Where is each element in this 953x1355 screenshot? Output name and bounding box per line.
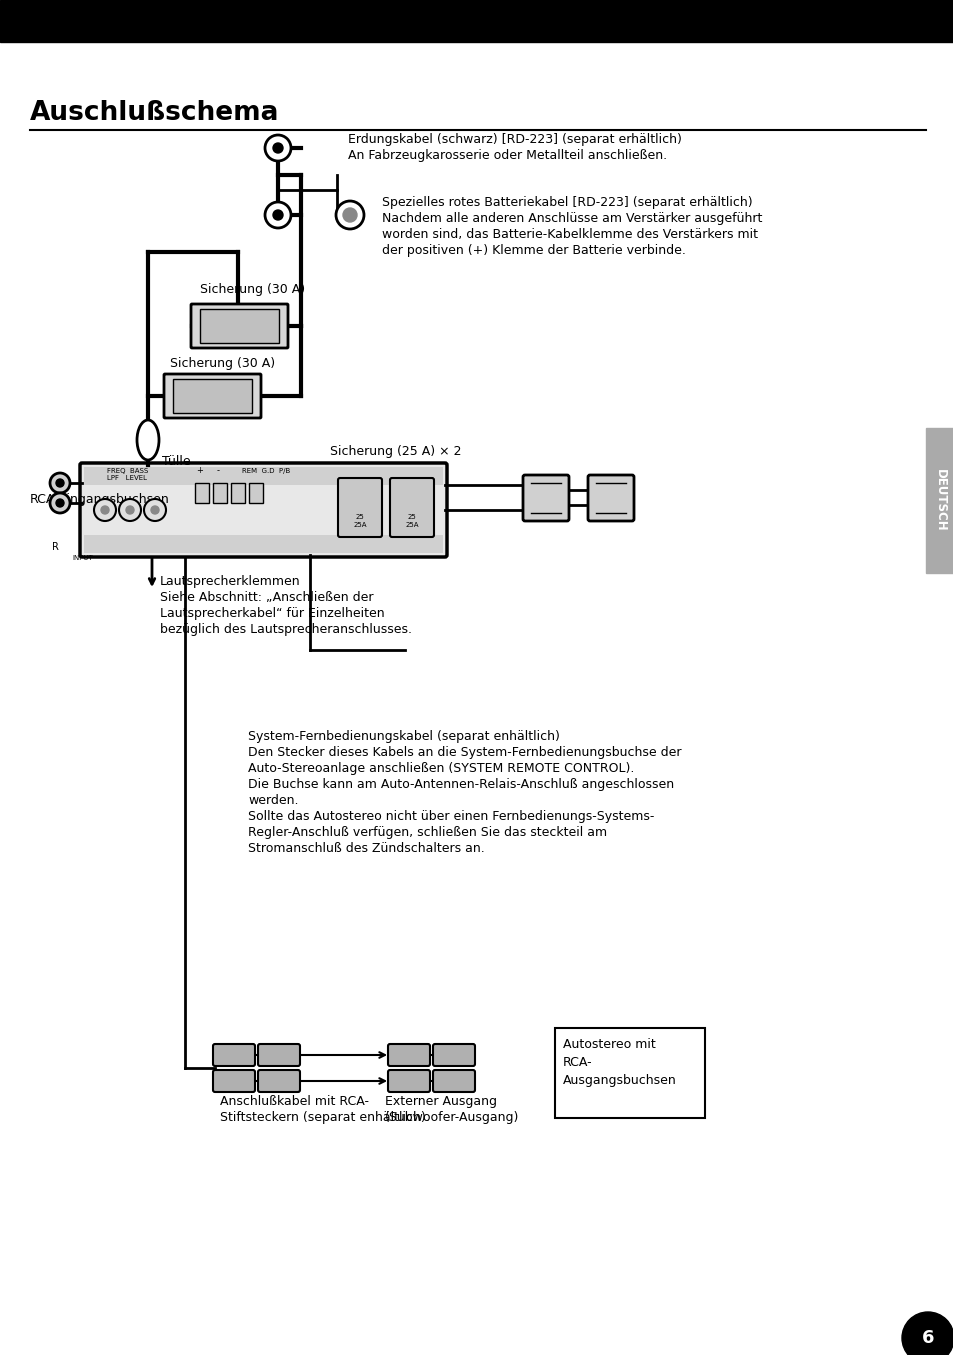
Circle shape	[50, 473, 70, 493]
Text: Ausgangsbuchsen: Ausgangsbuchsen	[562, 1075, 676, 1087]
Text: 25A: 25A	[353, 522, 366, 528]
Text: An Fabrzeugkarosserie oder Metallteil anschließen.: An Fabrzeugkarosserie oder Metallteil an…	[348, 149, 666, 163]
FancyBboxPatch shape	[388, 1043, 430, 1066]
Text: Regler-Anschluß verfügen, schließen Sie das steckteil am: Regler-Anschluß verfügen, schließen Sie …	[248, 827, 606, 839]
Circle shape	[101, 505, 109, 514]
Bar	[249, 482, 263, 503]
Circle shape	[144, 499, 166, 522]
Bar	[0, 0, 953, 42]
Text: REM  G.D  P/B: REM G.D P/B	[242, 467, 290, 474]
Circle shape	[343, 209, 356, 222]
Circle shape	[265, 202, 291, 228]
FancyBboxPatch shape	[587, 476, 634, 522]
Text: der positiven (+) Klemme der Batterie verbinde.: der positiven (+) Klemme der Batterie ve…	[381, 244, 685, 257]
Text: Auto-Stereoanlage anschließen (SYSTEM REMOTE CONTROL).: Auto-Stereoanlage anschließen (SYSTEM RE…	[248, 762, 634, 775]
Text: LPF   LEVEL: LPF LEVEL	[107, 476, 147, 481]
Bar	[555, 1028, 704, 1118]
Text: Erdungskabel (schwarz) [RD-223] (separat erhältlich): Erdungskabel (schwarz) [RD-223] (separat…	[348, 133, 681, 146]
Circle shape	[901, 1312, 953, 1355]
FancyBboxPatch shape	[164, 374, 261, 417]
FancyBboxPatch shape	[433, 1070, 475, 1092]
Circle shape	[56, 499, 64, 507]
Bar	[200, 309, 278, 343]
Bar	[84, 535, 442, 553]
Text: Lautsprecherkabel“ für Einzelheiten: Lautsprecherkabel“ für Einzelheiten	[160, 607, 384, 621]
Text: DEUTSCH: DEUTSCH	[933, 469, 945, 531]
Text: Siehe Abschnitt: „Anschließen der: Siehe Abschnitt: „Anschließen der	[160, 591, 374, 604]
Bar	[925, 428, 953, 573]
Text: worden sind, das Batterie-Kabelklemme des Verstärkers mit: worden sind, das Batterie-Kabelklemme de…	[381, 228, 758, 241]
FancyBboxPatch shape	[522, 476, 568, 522]
Text: FREQ  BASS: FREQ BASS	[107, 467, 148, 474]
Text: +     -: + -	[196, 466, 220, 476]
Text: Sollte das Autostereo nicht über einen Fernbedienungs-Systems-: Sollte das Autostereo nicht über einen F…	[248, 810, 654, 822]
Circle shape	[151, 505, 159, 514]
Text: werden.: werden.	[248, 794, 298, 808]
Text: 6: 6	[921, 1329, 933, 1347]
Text: Stromanschluß des Zündschalters an.: Stromanschluß des Zündschalters an.	[248, 841, 484, 855]
FancyBboxPatch shape	[213, 1070, 254, 1092]
Text: bezüglich des Lautsprecheranschlusses.: bezüglich des Lautsprecheranschlusses.	[160, 623, 412, 635]
Text: Tülle: Tülle	[162, 455, 191, 467]
Text: INPUT: INPUT	[71, 556, 92, 561]
Ellipse shape	[137, 420, 159, 459]
Circle shape	[56, 480, 64, 486]
Text: Anschlußkabel mit RCA-: Anschlußkabel mit RCA-	[220, 1095, 369, 1108]
Circle shape	[265, 136, 291, 161]
Text: Autostereo mit: Autostereo mit	[562, 1038, 655, 1051]
Text: Den Stecker dieses Kabels an die System-Fernbedienungsbuchse der: Den Stecker dieses Kabels an die System-…	[248, 747, 680, 759]
Text: 25A: 25A	[405, 522, 418, 528]
Circle shape	[50, 493, 70, 514]
Text: 25: 25	[355, 514, 364, 520]
FancyBboxPatch shape	[213, 1043, 254, 1066]
Circle shape	[126, 505, 133, 514]
Text: Sicherung (30 A): Sicherung (30 A)	[170, 356, 274, 370]
Text: Die Buchse kann am Auto-Antennen-Relais-Anschluß angeschlossen: Die Buchse kann am Auto-Antennen-Relais-…	[248, 778, 674, 791]
FancyBboxPatch shape	[191, 304, 288, 348]
Text: Nachdem alle anderen Anschlüsse am Verstärker ausgeführt: Nachdem alle anderen Anschlüsse am Verst…	[381, 211, 761, 225]
FancyBboxPatch shape	[257, 1043, 299, 1066]
FancyBboxPatch shape	[433, 1043, 475, 1066]
Bar	[213, 482, 227, 503]
Text: Sicherung (30 A): Sicherung (30 A)	[200, 283, 305, 295]
Text: RCA-Eingangsbuchsen: RCA-Eingangsbuchsen	[30, 493, 170, 507]
Bar	[84, 467, 442, 485]
Bar	[172, 379, 252, 413]
Bar	[231, 482, 245, 503]
Text: R: R	[52, 542, 59, 551]
Circle shape	[273, 144, 283, 153]
FancyBboxPatch shape	[80, 463, 447, 557]
Text: RCA-: RCA-	[562, 1056, 592, 1069]
Circle shape	[94, 499, 116, 522]
FancyBboxPatch shape	[390, 478, 434, 537]
Text: Lautsprecherklemmen: Lautsprecherklemmen	[160, 575, 300, 588]
FancyBboxPatch shape	[257, 1070, 299, 1092]
Text: System-Fernbedienungskabel (separat enhältlich): System-Fernbedienungskabel (separat enhä…	[248, 730, 559, 743]
Bar	[194, 482, 209, 503]
FancyBboxPatch shape	[337, 478, 381, 537]
Text: Sicherung (25 A) × 2: Sicherung (25 A) × 2	[330, 444, 461, 458]
FancyBboxPatch shape	[388, 1070, 430, 1092]
Circle shape	[119, 499, 141, 522]
Text: Spezielles rotes Batteriekabel [RD-223] (separat erhältlich): Spezielles rotes Batteriekabel [RD-223] …	[381, 196, 752, 209]
Text: Externer Ausgang: Externer Ausgang	[385, 1095, 497, 1108]
Text: 25: 25	[407, 514, 416, 520]
Text: (Subwoofer-Ausgang): (Subwoofer-Ausgang)	[385, 1111, 518, 1125]
Circle shape	[273, 210, 283, 220]
Text: Auschlußschema: Auschlußschema	[30, 100, 279, 126]
Text: Stiftsteckern (separat enhältlich).: Stiftsteckern (separat enhältlich).	[220, 1111, 429, 1125]
Circle shape	[335, 201, 364, 229]
